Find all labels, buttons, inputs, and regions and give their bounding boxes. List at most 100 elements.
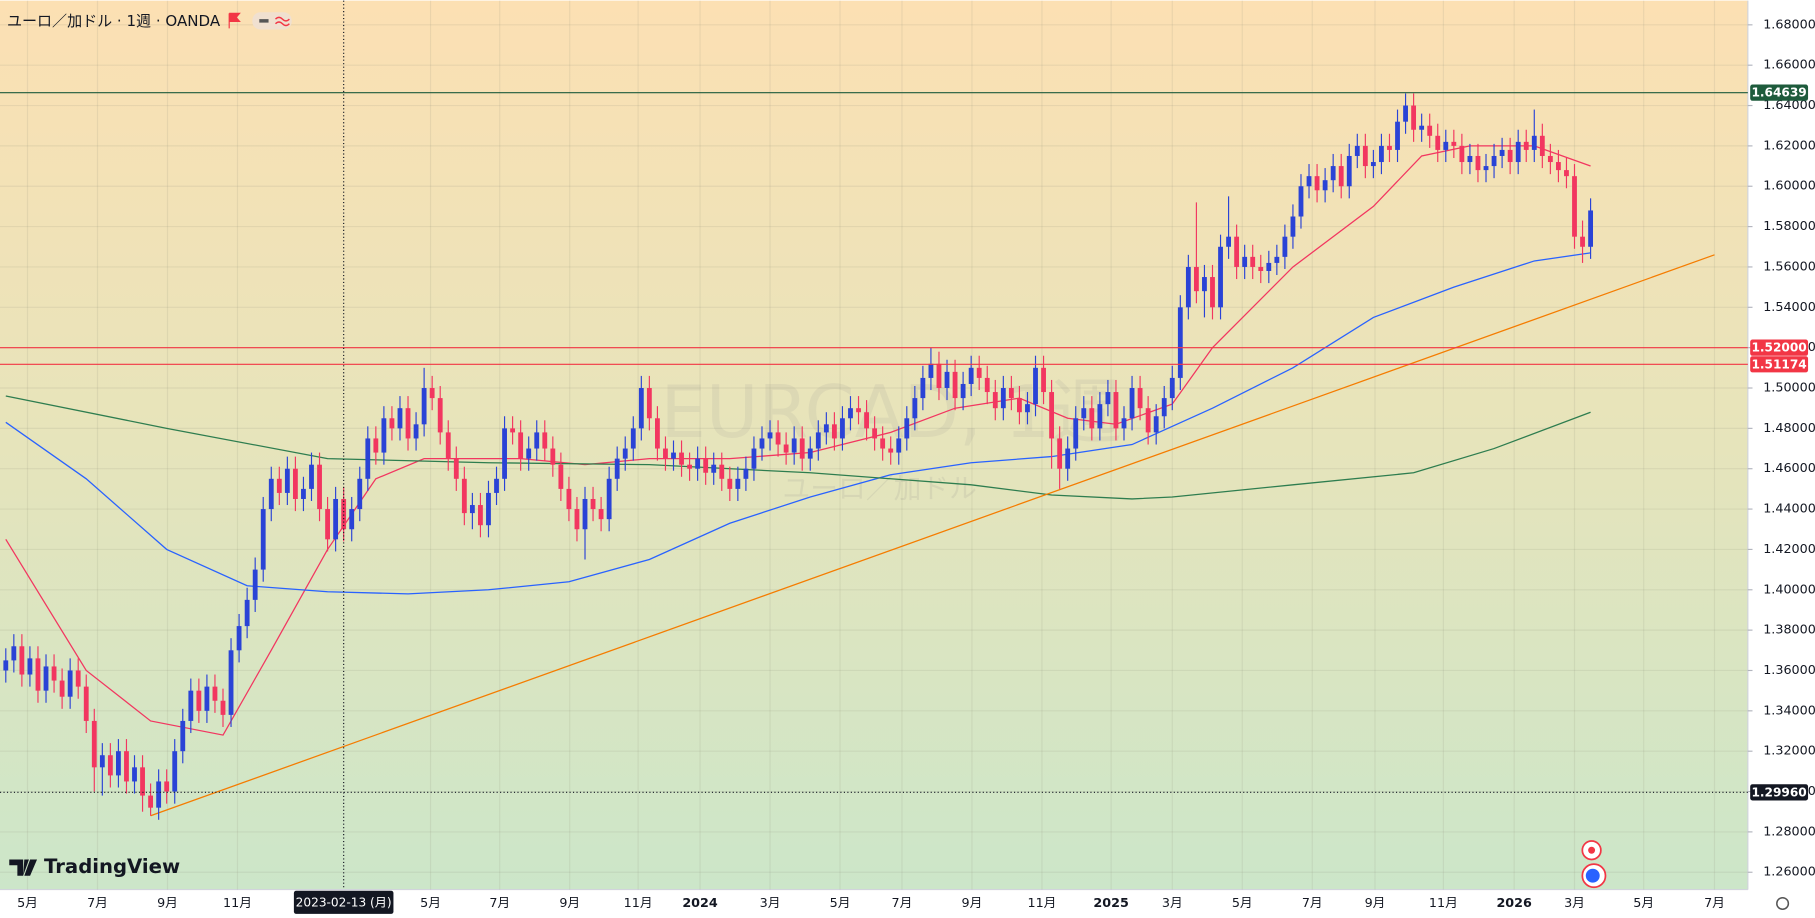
candle-body <box>630 428 636 449</box>
candle-body <box>1298 186 1304 217</box>
x-tick-label: 2024 <box>682 896 718 911</box>
candle-body <box>831 424 837 439</box>
x-tick-label: 5月 <box>830 896 851 911</box>
candle-body <box>309 464 314 489</box>
candle-body <box>67 670 73 697</box>
x-tick-label: 7月 <box>1704 896 1725 911</box>
candle-body <box>1427 125 1433 136</box>
candle-body <box>333 498 339 540</box>
candle-body <box>156 781 162 808</box>
candle-body <box>284 468 290 493</box>
candle-body <box>510 428 516 433</box>
candle-body <box>1017 398 1022 413</box>
candle-body <box>1483 166 1489 171</box>
candle-body <box>663 448 668 459</box>
y-tick-label: 1.28000 <box>1763 824 1815 839</box>
candle-body <box>301 488 306 499</box>
candle-body <box>1555 162 1561 171</box>
candle-body <box>1435 135 1441 150</box>
x-tick-label: 5月 <box>1232 896 1253 911</box>
candle-body <box>1515 141 1521 163</box>
x-tick-label: 11月 <box>1027 896 1056 911</box>
event-icon-dot <box>1588 846 1596 854</box>
candle-body <box>638 388 644 429</box>
candle-body <box>518 432 524 459</box>
candle-body <box>1459 145 1465 163</box>
settings-icon[interactable] <box>1776 896 1790 911</box>
status-pill[interactable] <box>252 12 292 30</box>
candle-body <box>1121 418 1127 429</box>
candle-body <box>1387 145 1392 150</box>
candle-body <box>260 509 266 570</box>
candle-body <box>1523 141 1529 150</box>
x-tick-label: 9月 <box>559 896 580 911</box>
y-tick-label: 1.44000 <box>1763 502 1815 517</box>
x-tick-label: 7月 <box>489 896 510 911</box>
candle-body <box>341 498 347 530</box>
candle-body <box>83 686 89 721</box>
candle-body <box>494 478 499 493</box>
candle-body <box>791 438 797 453</box>
candle-body <box>317 464 322 510</box>
candle-body <box>1443 141 1449 150</box>
candle-body <box>1025 404 1030 413</box>
candle-body <box>1274 256 1280 263</box>
candle-body <box>848 408 853 419</box>
candle-body <box>960 383 966 399</box>
event-icon-globe <box>1585 868 1600 883</box>
x-tick-label: 9月 <box>1365 896 1386 911</box>
candle-body <box>920 377 926 399</box>
candle-body <box>1113 392 1119 429</box>
candle-body <box>1234 236 1240 267</box>
price-label: 1.52000 <box>1751 341 1806 355</box>
candle-body <box>453 458 459 479</box>
candle-body <box>405 408 411 439</box>
candle-body <box>695 458 701 469</box>
candle-body <box>743 468 749 479</box>
candle-body <box>526 448 532 459</box>
candle-body <box>292 468 298 499</box>
candle-body <box>1258 266 1264 271</box>
candle-body <box>268 478 274 510</box>
candle-body <box>856 408 861 413</box>
candle-body <box>148 795 154 808</box>
candle-body <box>1089 408 1095 429</box>
x-tick-label: 11月 <box>223 896 252 911</box>
candle-body <box>75 670 81 687</box>
candle-body <box>952 371 958 399</box>
y-tick-label: 1.66000 <box>1763 58 1815 73</box>
flag-icon[interactable] <box>228 12 241 29</box>
candle-body <box>1322 180 1328 191</box>
candle-body <box>671 452 676 459</box>
y-tick-label: 1.62000 <box>1763 138 1815 153</box>
candle-body <box>622 448 628 459</box>
candle-body <box>1314 176 1320 191</box>
price-label: 1.64639 <box>1751 86 1806 100</box>
line-series <box>5 395 1591 500</box>
candle-body <box>429 388 435 399</box>
candle-body <box>654 418 660 449</box>
price-axis-background <box>1747 0 1815 918</box>
candle-body <box>558 464 564 489</box>
candle-body <box>349 509 355 530</box>
candle-body <box>1041 367 1046 393</box>
candle-body <box>1218 246 1223 308</box>
candle-body <box>679 452 684 465</box>
candle-body <box>1306 176 1312 187</box>
candle-body <box>469 505 475 514</box>
candle-body <box>1467 155 1473 163</box>
candle-body <box>1161 398 1167 417</box>
candle-body <box>566 488 572 510</box>
x-tick-label: 11月 <box>624 896 653 911</box>
candle-body <box>614 458 620 479</box>
candle-body <box>1202 277 1207 292</box>
candle-body <box>1354 145 1360 156</box>
candle-body <box>1049 392 1055 439</box>
price-label-box <box>1750 784 1809 801</box>
candle-body <box>1338 166 1344 187</box>
candle-body <box>1539 135 1545 156</box>
candle-body <box>445 432 451 459</box>
candle-body <box>389 418 395 429</box>
candle-body <box>11 646 17 661</box>
candle-body <box>598 509 604 520</box>
